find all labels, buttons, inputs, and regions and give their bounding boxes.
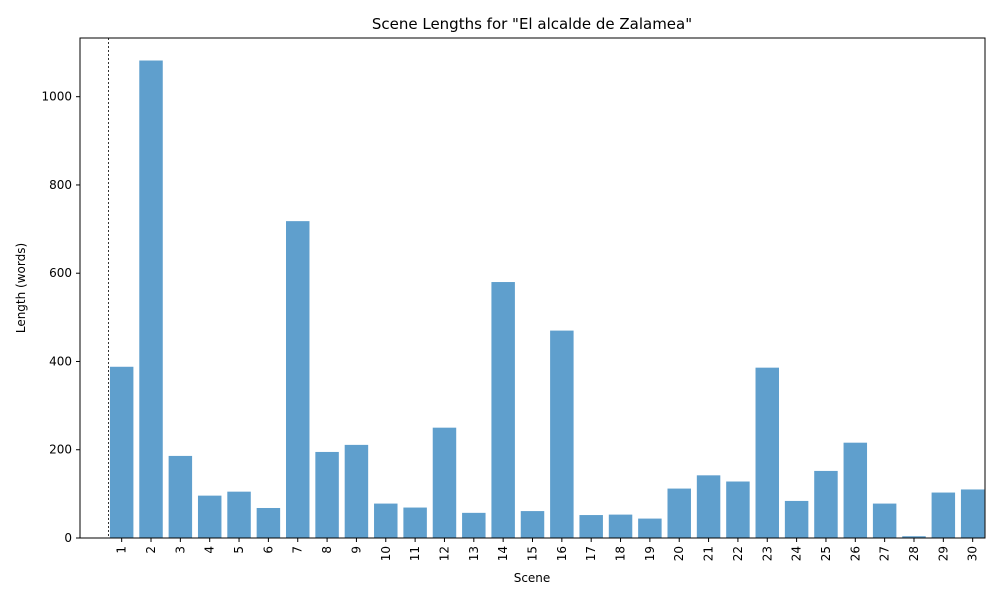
bar-scene-25 <box>814 470 838 538</box>
bar-scene-15 <box>520 511 545 538</box>
x-tick-label: 27 <box>878 546 892 561</box>
bar-scene-5 <box>227 491 251 538</box>
x-axis-label: Scene <box>514 571 551 585</box>
bar-scene-23 <box>755 367 779 538</box>
bar-scene-12 <box>432 427 457 538</box>
x-tick-label: 17 <box>584 546 598 561</box>
x-tick-label: 8 <box>320 546 334 554</box>
bar-scene-8 <box>315 451 339 538</box>
bar-scene-18 <box>608 514 633 538</box>
chart-title: Scene Lengths for "El alcalde de Zalamea… <box>372 15 692 33</box>
x-tick-label: 24 <box>790 546 804 561</box>
bar-scene-10 <box>374 503 398 538</box>
x-tick-label: 22 <box>731 546 745 561</box>
x-tick-label: 5 <box>232 546 246 554</box>
bar-scene-13 <box>462 512 486 538</box>
x-tick-label: 29 <box>936 546 950 561</box>
bar-scene-30 <box>960 489 985 538</box>
bar-scene-11 <box>403 507 427 538</box>
x-tick-label: 21 <box>702 546 716 561</box>
bar-scene-4 <box>197 495 222 538</box>
x-axis: 1 2 3 4 5 6 7 8 9 10 11 12 13 14 15 16 17 18 19 20 21 22 23 24 2… <box>115 538 980 561</box>
x-tick-label: 14 <box>496 546 510 561</box>
bar-scene-21 <box>696 475 721 538</box>
x-tick-label: 1 <box>115 546 129 554</box>
bar-scene-27 <box>872 503 897 538</box>
y-tick-label: 400 <box>49 354 72 368</box>
bar-scene-20 <box>667 488 691 538</box>
x-tick-label: 23 <box>760 546 774 561</box>
bar-scene-17 <box>579 515 603 538</box>
y-axis-label: Length (words) <box>14 243 28 333</box>
x-tick-label: 28 <box>907 546 921 561</box>
x-tick-label: 30 <box>966 546 980 561</box>
bar-scene-3 <box>168 455 193 538</box>
bars-group <box>109 60 985 538</box>
bar-scene-16 <box>550 330 574 538</box>
bar-scene-6 <box>256 507 281 538</box>
bar-scene-2 <box>139 60 163 538</box>
bar-scene-1 <box>109 366 134 538</box>
x-tick-label: 15 <box>526 546 540 561</box>
bar-scene-26 <box>843 442 868 538</box>
y-axis: 0 200 400 600 800 1000 <box>41 90 80 545</box>
x-tick-label: 3 <box>173 546 187 554</box>
x-tick-label: 4 <box>203 546 217 554</box>
x-tick-label: 13 <box>467 546 481 561</box>
x-tick-label: 11 <box>408 546 422 561</box>
y-tick-label: 200 <box>49 443 72 457</box>
x-tick-label: 20 <box>672 546 686 561</box>
bar-scene-22 <box>726 481 750 538</box>
x-tick-label: 7 <box>291 546 305 554</box>
x-tick-label: 10 <box>379 546 393 561</box>
x-tick-label: 12 <box>437 546 451 561</box>
bar-scene-7 <box>286 221 310 538</box>
bar-scene-14 <box>491 282 515 538</box>
bar-scene-24 <box>784 500 809 538</box>
x-tick-label: 16 <box>555 546 569 561</box>
bar-scene-29 <box>931 492 956 538</box>
bar-scene-28 <box>902 536 926 538</box>
y-tick-label: 1000 <box>41 90 72 104</box>
x-tick-label: 18 <box>614 546 628 561</box>
x-tick-label: 25 <box>819 546 833 561</box>
bar-scene-19 <box>638 518 662 538</box>
y-tick-label: 600 <box>49 266 72 280</box>
x-tick-label: 9 <box>349 546 363 554</box>
x-tick-label: 2 <box>144 546 158 554</box>
x-tick-label: 26 <box>848 546 862 561</box>
y-tick-label: 800 <box>49 178 72 192</box>
bar-scene-9 <box>344 444 369 538</box>
x-tick-label: 19 <box>643 546 657 561</box>
y-tick-label: 0 <box>64 531 72 545</box>
x-tick-label: 6 <box>261 546 275 554</box>
